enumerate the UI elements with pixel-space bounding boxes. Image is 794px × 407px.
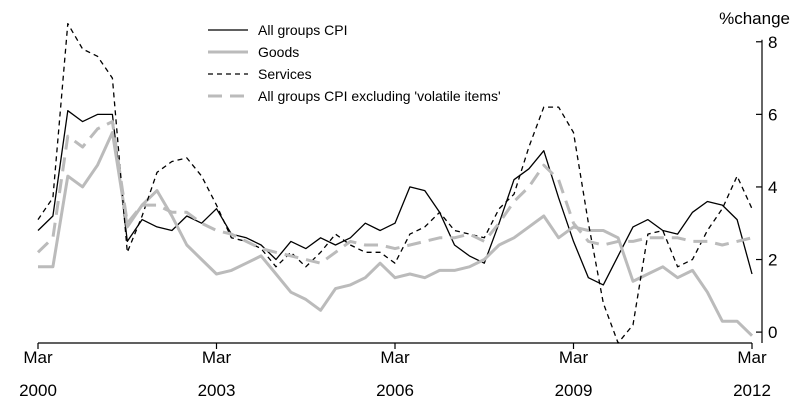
y-axis-label: %change [719,9,790,28]
legend-label: Goods [258,44,299,60]
series-line [38,131,754,337]
legend-label: All groups CPI [258,22,347,38]
series-line [36,120,753,265]
legend-label: All groups CPI excluding 'volatile items… [258,88,501,104]
x-tick-label: Mar 2012 [733,348,771,400]
y-tick-label: 2 [768,251,777,270]
x-tick-label: Mar 2000 [19,348,57,400]
x-tick-label: Mar 2009 [555,348,593,400]
x-tick-label: Mar 2006 [376,348,414,400]
y-tick-label: 6 [768,105,777,124]
series-line [37,22,753,344]
y-tick-label: 8 [768,33,777,52]
legend-label: Services [258,66,312,82]
y-tick-label: 0 [768,323,777,342]
x-tick-label: Mar 2003 [198,348,236,400]
y-tick-label: 4 [768,178,777,197]
series-line [37,110,753,286]
